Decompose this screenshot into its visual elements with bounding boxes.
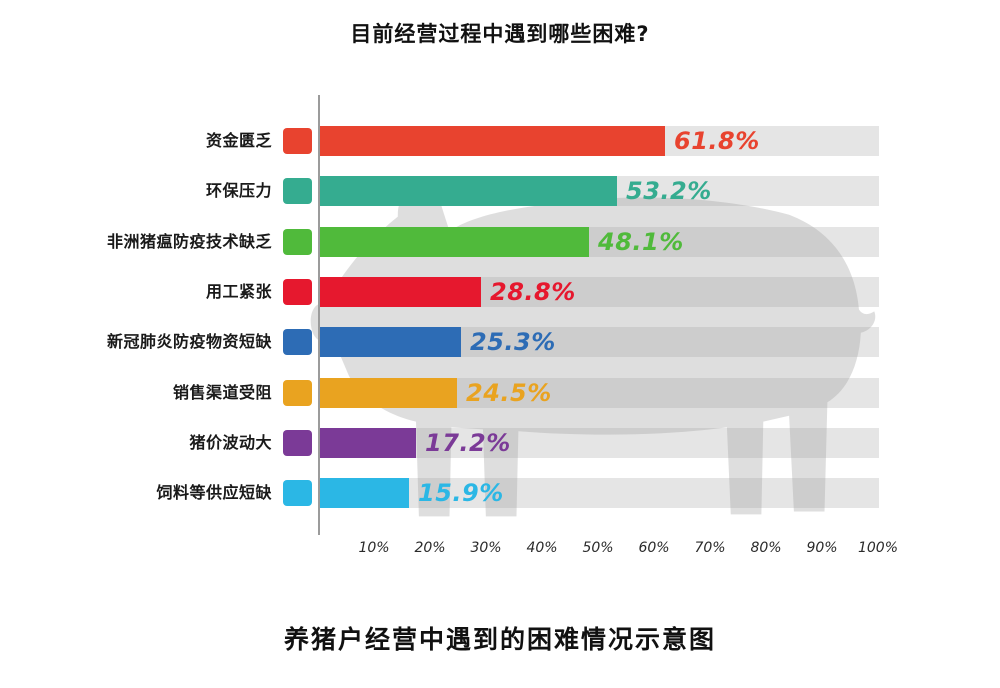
value-label: 24.5% (466, 378, 552, 407)
bar-chart: 资金匮乏 61.8% 环保压力 53.2% 非洲猪瘟防疫技术缺乏 48.1% 用工紧张 28.… (106, 95, 899, 556)
bar (320, 126, 665, 156)
x-axis-tick-label: 60% (638, 540, 670, 556)
category-label: 销售渠道受阻 (172, 382, 272, 402)
bar (320, 427, 416, 458)
category-swatch (283, 379, 312, 406)
x-axis-tick-label: 100% (857, 540, 899, 556)
value-label: 17.2% (425, 428, 511, 457)
x-axis-tick-label: 50% (582, 540, 614, 556)
value-label: 28.8% (490, 277, 576, 306)
y-axis-line (318, 95, 320, 535)
chart-caption: 养猪户经营中遇到的困难情况示意图 (283, 625, 716, 654)
value-label: 48.1% (598, 227, 684, 256)
category-label: 猪价波动大 (189, 432, 272, 452)
category-label: 饲料等供应短缺 (156, 483, 272, 503)
bar (320, 377, 457, 408)
bar (320, 478, 409, 509)
category-label: 非洲猪瘟防疫技术缺乏 (106, 231, 272, 251)
value-label: 61.8% (674, 127, 760, 155)
x-axis-tick-label: 40% (526, 540, 558, 556)
category-label: 用工紧张 (205, 281, 272, 301)
x-axis-tick-label: 10% (358, 540, 390, 556)
category-swatch (283, 329, 312, 356)
value-label: 15.9% (418, 479, 504, 508)
x-axis-tick-label: 30% (470, 540, 502, 556)
category-swatch (283, 429, 312, 456)
bar (320, 176, 617, 207)
category-label: 新冠肺炎防疫物资短缺 (106, 332, 272, 352)
x-axis-tick-label: 90% (806, 540, 838, 556)
x-axis-tick-label: 70% (694, 540, 726, 556)
value-label: 25.3% (470, 328, 556, 357)
category-swatch (283, 128, 312, 154)
category-swatch (283, 480, 312, 507)
category-swatch (283, 228, 312, 255)
bar (320, 327, 461, 358)
x-axis-tick-label: 80% (750, 540, 782, 556)
x-axis-tick-label: 20% (414, 540, 446, 556)
category-swatch (283, 178, 312, 205)
bar (320, 226, 589, 257)
category-label: 资金匮乏 (205, 131, 272, 150)
category-swatch (283, 278, 312, 305)
chart-title: 目前经营过程中遇到哪些困难? (350, 22, 650, 46)
bar (320, 276, 481, 307)
category-label: 环保压力 (205, 181, 272, 201)
value-label: 53.2% (626, 177, 712, 206)
bar-track (320, 478, 879, 509)
